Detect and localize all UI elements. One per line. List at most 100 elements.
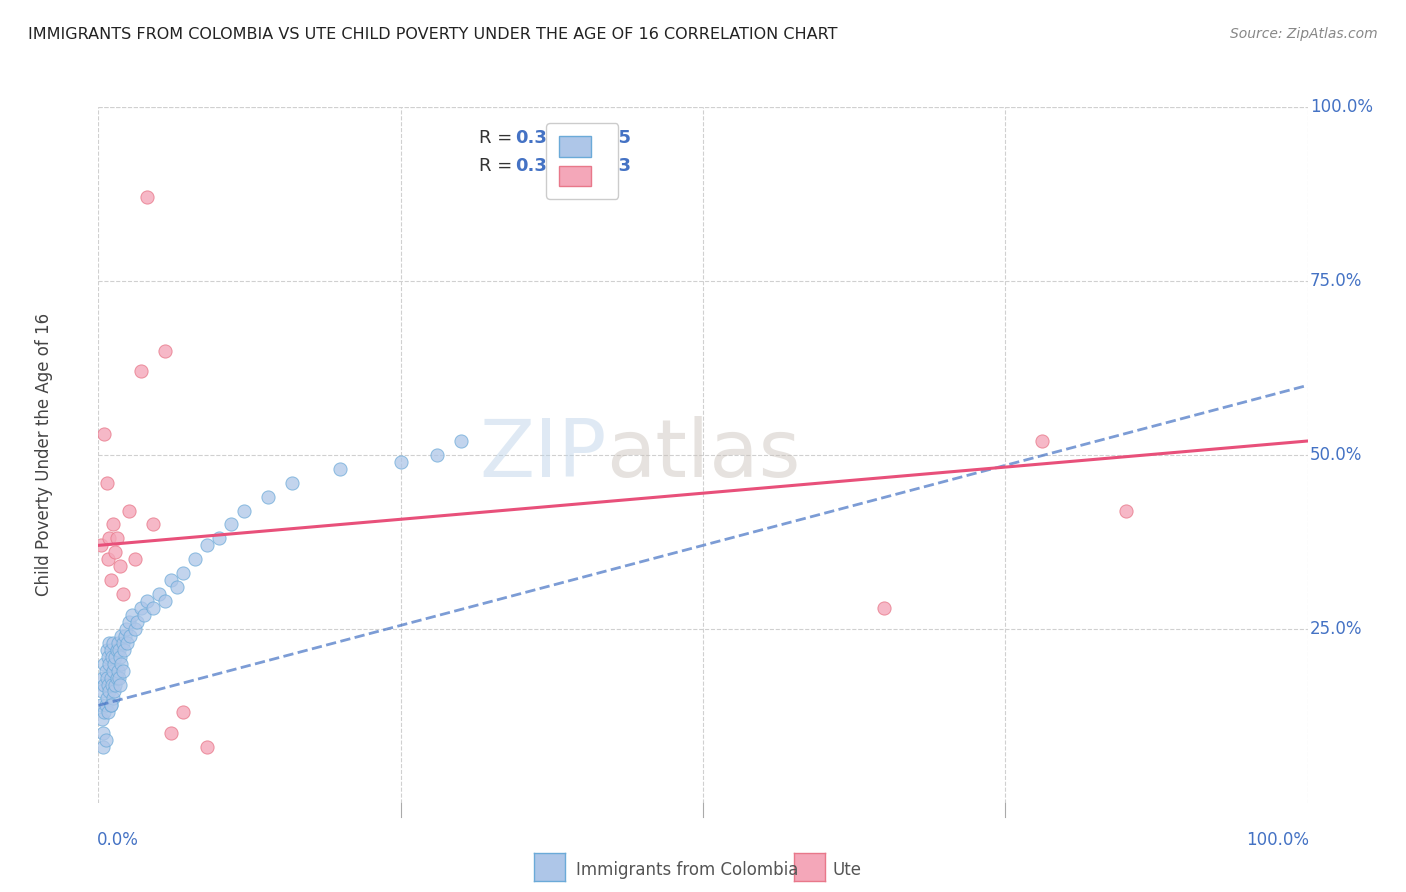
- Point: [107, 636, 129, 650]
- Point: [329, 462, 352, 476]
- Point: [195, 740, 218, 755]
- Point: [94, 664, 117, 678]
- Point: [221, 517, 243, 532]
- Point: [100, 573, 122, 587]
- Point: [98, 532, 121, 546]
- Point: [97, 552, 120, 566]
- Point: [91, 740, 114, 755]
- Text: N =: N =: [569, 157, 621, 175]
- Point: [118, 629, 141, 643]
- Point: [166, 580, 188, 594]
- Point: [124, 622, 146, 636]
- Point: [93, 657, 115, 671]
- Point: [118, 615, 141, 629]
- Point: [110, 629, 132, 643]
- Point: [100, 698, 122, 713]
- Point: [153, 343, 176, 358]
- Point: [1115, 503, 1137, 517]
- Text: Immigrants from Colombia: Immigrants from Colombia: [576, 861, 799, 879]
- Point: [111, 664, 134, 678]
- Point: [98, 636, 121, 650]
- Point: [101, 636, 124, 650]
- Point: [101, 691, 124, 706]
- Point: [256, 490, 278, 504]
- Point: [97, 649, 120, 664]
- Point: [160, 573, 183, 587]
- Legend: , : ,: [546, 123, 619, 199]
- Point: [91, 712, 114, 726]
- Text: 25.0%: 25.0%: [1310, 620, 1362, 638]
- Point: [281, 475, 304, 490]
- Text: R =: R =: [479, 129, 519, 147]
- Point: [118, 503, 141, 517]
- Point: [91, 684, 114, 698]
- Point: [135, 190, 157, 204]
- Text: atlas: atlas: [606, 416, 800, 494]
- Point: [94, 698, 117, 713]
- Point: [96, 691, 118, 706]
- Point: [105, 532, 128, 546]
- Text: 100.0%: 100.0%: [1246, 830, 1309, 848]
- Point: [232, 503, 254, 517]
- Text: 75.0%: 75.0%: [1310, 272, 1362, 290]
- Point: [101, 517, 124, 532]
- Point: [208, 532, 231, 546]
- Point: [96, 642, 118, 657]
- Point: [153, 594, 176, 608]
- Point: [115, 622, 138, 636]
- Point: [172, 706, 194, 720]
- Point: [93, 706, 115, 720]
- Point: [108, 677, 131, 691]
- Point: [104, 677, 127, 691]
- Text: Child Poverty Under the Age of 16: Child Poverty Under the Age of 16: [35, 313, 53, 597]
- Point: [104, 649, 127, 664]
- Point: [93, 427, 115, 442]
- Point: [91, 726, 114, 740]
- Point: [124, 552, 146, 566]
- Text: 75: 75: [606, 129, 631, 147]
- Point: [91, 671, 114, 685]
- Point: [105, 671, 128, 685]
- Point: [142, 517, 165, 532]
- Point: [135, 594, 157, 608]
- Point: [96, 475, 118, 490]
- Point: [121, 607, 143, 622]
- Point: [108, 559, 131, 574]
- Point: [100, 698, 122, 713]
- Point: [129, 601, 152, 615]
- Point: [450, 434, 472, 448]
- Text: IMMIGRANTS FROM COLOMBIA VS UTE CHILD POVERTY UNDER THE AGE OF 16 CORRELATION CH: IMMIGRANTS FROM COLOMBIA VS UTE CHILD PO…: [28, 27, 838, 42]
- Point: [90, 698, 112, 713]
- Text: 0.300: 0.300: [516, 157, 572, 175]
- Point: [105, 642, 128, 657]
- Point: [98, 684, 121, 698]
- Text: Ute: Ute: [832, 861, 862, 879]
- Point: [100, 677, 122, 691]
- Text: 0.316: 0.316: [516, 129, 572, 147]
- Point: [148, 587, 170, 601]
- Text: ZIP: ZIP: [479, 416, 606, 494]
- Point: [114, 629, 136, 643]
- Point: [100, 649, 122, 664]
- Point: [112, 642, 135, 657]
- Point: [184, 552, 207, 566]
- Point: [90, 538, 112, 552]
- Point: [98, 657, 121, 671]
- Point: [117, 636, 139, 650]
- Point: [389, 455, 412, 469]
- Point: [873, 601, 896, 615]
- Point: [104, 545, 127, 559]
- Point: [172, 566, 194, 581]
- Point: [195, 538, 218, 552]
- Point: [134, 607, 156, 622]
- Point: [110, 657, 132, 671]
- Text: 0.0%: 0.0%: [97, 830, 139, 848]
- Point: [108, 642, 131, 657]
- Point: [127, 615, 149, 629]
- Point: [142, 601, 165, 615]
- Point: [1031, 434, 1053, 448]
- Text: R =: R =: [479, 157, 519, 175]
- Point: [108, 649, 131, 664]
- Point: [97, 677, 120, 691]
- Text: N =: N =: [569, 129, 621, 147]
